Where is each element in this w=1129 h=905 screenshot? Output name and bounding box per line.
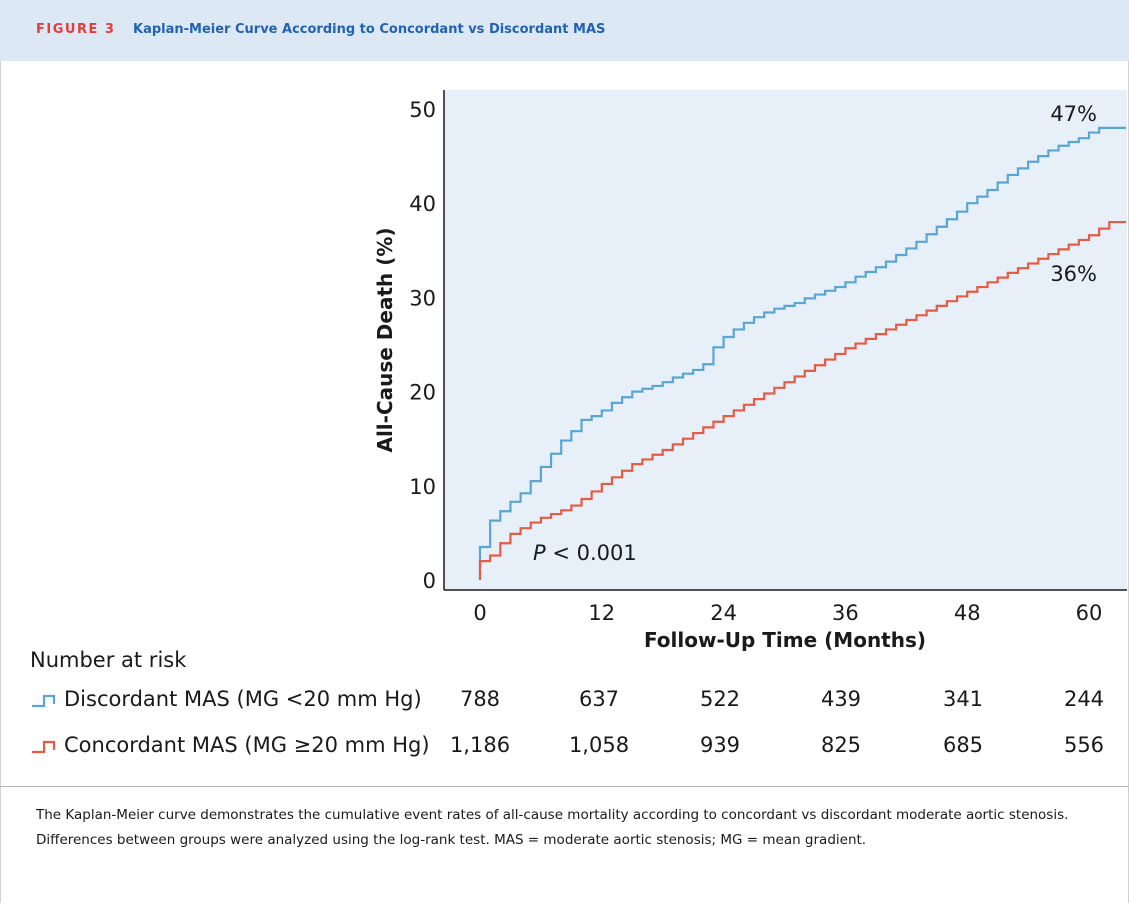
end-label-concordant: 36% <box>1050 262 1097 286</box>
p-value: < 0.001 <box>546 541 637 565</box>
figure-title: Kaplan-Meier Curve According to Concorda… <box>133 22 606 37</box>
end-labels: 47% 36% <box>1050 102 1097 286</box>
x-tick-label: 48 <box>954 601 981 625</box>
risk-value: 939 <box>699 733 741 757</box>
y-tick-label: 20 <box>409 381 436 405</box>
risk-value: 1,186 <box>449 733 511 757</box>
y-tick-label: 30 <box>409 286 436 310</box>
concordant-legend-symbol <box>32 740 56 754</box>
risk-row-concordant: Concordant MAS (MG ≥20 mm Hg) 1,186 1,05… <box>0 733 1129 763</box>
x-tick-label: 12 <box>588 601 615 625</box>
risk-value: 637 <box>578 687 620 711</box>
series-line-discordant <box>478 126 1126 580</box>
risk-table-title: Number at risk <box>30 648 187 672</box>
p-symbol: P <box>533 541 546 565</box>
figure-header: FIGURE 3 Kaplan-Meier Curve According to… <box>0 0 1129 61</box>
figure-caption: The Kaplan-Meier curve demonstrates the … <box>36 807 1069 848</box>
x-tick-label: 0 <box>473 601 486 625</box>
discordant-legend-symbol <box>32 694 56 708</box>
risk-value: 788 <box>459 687 501 711</box>
figure-number: FIGURE 3 <box>36 22 116 37</box>
x-tick-label: 60 <box>1076 601 1103 625</box>
risk-row-label: Discordant MAS (MG <20 mm Hg) <box>64 687 422 711</box>
y-tick-label: 0 <box>423 569 436 593</box>
risk-value: 522 <box>699 687 741 711</box>
p-value-annotation: P < 0.001 <box>533 541 637 565</box>
risk-value: 244 <box>1063 687 1105 711</box>
y-tick-label: 10 <box>409 475 436 499</box>
risk-value: 556 <box>1063 733 1105 757</box>
series-layer <box>478 126 1126 580</box>
risk-row-discordant: Discordant MAS (MG <20 mm Hg) 788 637 52… <box>0 687 1129 717</box>
end-label-discordant: 47% <box>1050 102 1097 126</box>
caption-divider <box>0 786 1129 787</box>
y-tick-label: 40 <box>409 192 436 216</box>
y-tick-label: 50 <box>409 98 436 122</box>
x-tick-labels: 0 12 24 36 48 60 <box>473 601 1102 625</box>
x-axis-label: Follow-Up Time (Months) <box>644 628 926 651</box>
risk-row-label: Concordant MAS (MG ≥20 mm Hg) <box>64 733 430 757</box>
plot-area <box>444 90 1127 590</box>
risk-value: 825 <box>820 733 862 757</box>
risk-value: 341 <box>942 687 984 711</box>
risk-value: 1,058 <box>568 733 630 757</box>
series-line-concordant <box>478 220 1126 580</box>
y-tick-labels: 0 10 20 30 40 50 <box>409 98 436 593</box>
x-tick-label: 36 <box>832 601 859 625</box>
risk-value: 685 <box>942 733 984 757</box>
km-chart: 0 10 20 30 40 50 0 12 24 36 48 60 All-Cause Death … <box>373 90 1127 651</box>
x-tick-label: 24 <box>710 601 737 625</box>
risk-value: 439 <box>820 687 862 711</box>
y-axis-label: All-Cause Death (%) <box>373 227 397 452</box>
